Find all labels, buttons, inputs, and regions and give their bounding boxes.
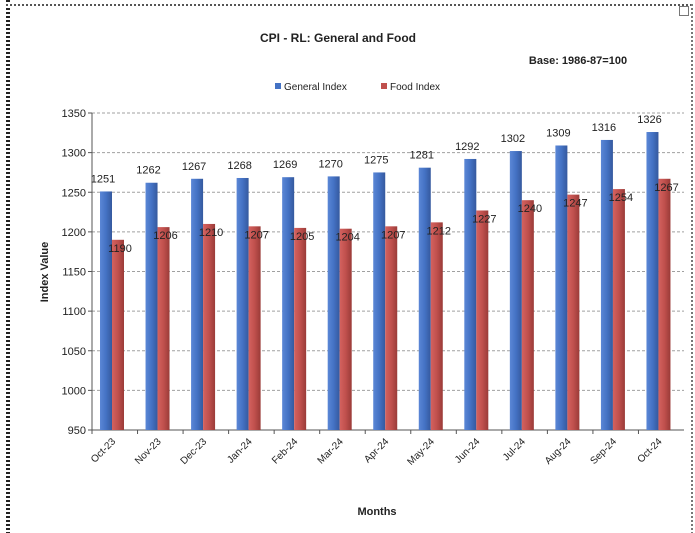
y-tick-label: 1350 bbox=[62, 108, 86, 120]
bar-general bbox=[600, 139, 613, 430]
bar-general bbox=[555, 145, 568, 430]
bar-food bbox=[521, 200, 534, 430]
corner-handle-icon bbox=[679, 6, 689, 16]
x-tick-label: Nov-23 bbox=[133, 436, 164, 467]
data-label: 1227 bbox=[472, 213, 496, 225]
x-tick-label: Apr-24 bbox=[362, 436, 391, 465]
bar-food bbox=[612, 189, 625, 430]
y-axis-ticks: 950 1000 1050 1100 1150 1200 1250 1300 1350 bbox=[62, 108, 92, 437]
bar-food bbox=[567, 194, 580, 430]
bar-general bbox=[418, 167, 431, 430]
y-tick-label: 1000 bbox=[62, 385, 86, 397]
x-axis-title: Months bbox=[357, 506, 396, 518]
x-tick-label: May-24 bbox=[406, 436, 438, 468]
bar-general bbox=[282, 177, 295, 430]
bar-general bbox=[145, 182, 158, 430]
data-label: 1302 bbox=[501, 133, 525, 145]
y-axis-title: Index Value bbox=[39, 242, 51, 303]
data-label: 1326 bbox=[637, 114, 661, 126]
bar-food bbox=[112, 239, 124, 430]
x-tick-label: Sep-24 bbox=[588, 436, 619, 467]
bar-food bbox=[476, 210, 489, 430]
x-tick-label: Aug-24 bbox=[543, 436, 574, 467]
data-label: 1210 bbox=[199, 227, 223, 239]
y-tick-label: 1150 bbox=[62, 267, 86, 279]
data-label: 1292 bbox=[455, 141, 479, 153]
frame-border-right bbox=[691, 4, 693, 533]
frame-border-left bbox=[6, 0, 10, 533]
y-tick-label: 1200 bbox=[62, 227, 86, 239]
x-tick-label: Feb-24 bbox=[270, 436, 300, 466]
frame-border-top bbox=[6, 4, 691, 6]
data-label: 1267 bbox=[654, 182, 678, 194]
bar-food bbox=[430, 222, 443, 430]
y-tick-label: 1300 bbox=[62, 148, 86, 160]
data-label: 1309 bbox=[546, 127, 570, 139]
data-label: 1206 bbox=[153, 230, 177, 242]
data-label: 1254 bbox=[609, 192, 633, 204]
legend: General Index Food Index bbox=[275, 82, 440, 93]
x-tick-label: Oct-23 bbox=[89, 436, 118, 465]
data-label: 1268 bbox=[227, 160, 251, 172]
bar-food bbox=[248, 226, 261, 430]
data-label: 1262 bbox=[136, 165, 160, 177]
chart-title: CPI - RL: General and Food bbox=[260, 31, 416, 45]
data-label: 1205 bbox=[290, 231, 314, 243]
data-label: 1281 bbox=[410, 150, 434, 162]
bar-food bbox=[339, 228, 352, 430]
bar-food bbox=[203, 223, 216, 430]
data-label: 1269 bbox=[273, 159, 297, 171]
x-tick-label: Jan-24 bbox=[225, 436, 255, 466]
bar-general bbox=[236, 177, 249, 430]
legend-label-general: General Index bbox=[284, 82, 347, 93]
data-label: 1267 bbox=[182, 161, 206, 173]
bar-food bbox=[294, 227, 307, 430]
data-label: 1316 bbox=[592, 122, 616, 134]
bar-general bbox=[373, 172, 386, 430]
bar-food bbox=[658, 178, 671, 430]
legend-swatch-food bbox=[381, 83, 387, 89]
data-label: 1190 bbox=[108, 243, 132, 255]
y-tick-label: 1250 bbox=[62, 187, 86, 199]
y-tick-label: 1050 bbox=[62, 346, 86, 358]
bar-general bbox=[509, 151, 522, 431]
x-axis-ticks: Oct-23 Nov-23 Dec-23 Jan-24 Feb-24 Mar-24 Apr-… bbox=[89, 430, 665, 468]
bars bbox=[100, 132, 671, 431]
x-tick-label: Oct-24 bbox=[636, 436, 665, 465]
bar-general bbox=[646, 132, 659, 430]
data-labels: 1251 1190 1262 1206 1267 1210 1268 1207 1269 1205… bbox=[91, 114, 679, 255]
data-label: 1204 bbox=[335, 232, 359, 244]
legend-swatch-general bbox=[275, 83, 281, 89]
x-tick-label: Dec-23 bbox=[179, 436, 210, 467]
y-tick-label: 1100 bbox=[62, 306, 86, 318]
data-label: 1212 bbox=[427, 225, 451, 237]
bar-general bbox=[464, 158, 477, 430]
chart-subtitle: Base: 1986-87=100 bbox=[529, 55, 627, 67]
y-tick-label: 950 bbox=[68, 425, 86, 437]
legend-label-food: Food Index bbox=[390, 82, 440, 93]
data-label: 1247 bbox=[563, 198, 587, 210]
x-tick-label: Jul-24 bbox=[501, 436, 528, 463]
data-label: 1240 bbox=[518, 203, 542, 215]
data-label: 1207 bbox=[244, 229, 268, 241]
x-tick-label: Mar-24 bbox=[316, 436, 346, 466]
bar-general bbox=[100, 191, 112, 430]
data-label: 1275 bbox=[364, 154, 388, 166]
data-label: 1270 bbox=[318, 158, 342, 170]
bar-general bbox=[327, 176, 340, 430]
data-label: 1251 bbox=[91, 173, 115, 185]
data-label: 1207 bbox=[381, 229, 405, 241]
bar-food bbox=[157, 227, 170, 430]
bar-food bbox=[385, 226, 398, 430]
bar-general bbox=[191, 178, 204, 430]
x-tick-label: Jun-24 bbox=[453, 436, 483, 466]
